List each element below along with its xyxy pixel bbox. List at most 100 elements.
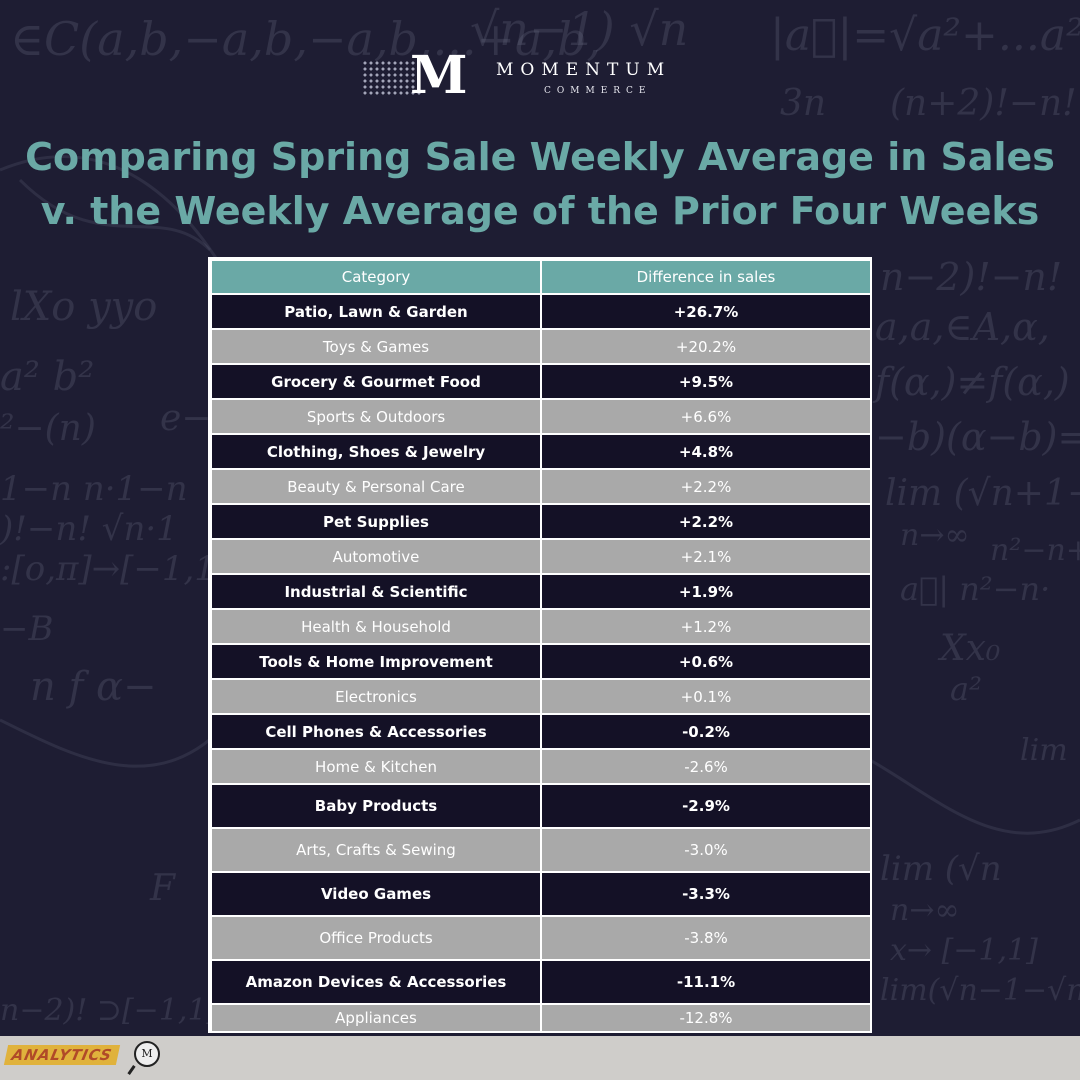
difference-cell: +2.1% [540,538,872,575]
footer-strip: ANALYTICS M [0,1036,1080,1080]
table-row: Industrial & Scientific +1.9% [210,573,872,610]
difference-cell: +1.9% [540,573,872,610]
category-cell: Grocery & Gourmet Food [210,363,542,400]
svg-text:lim (√n+1−: lim (√n+1− [885,473,1080,514]
svg-text:a²: a² [950,670,982,708]
category-cell: Sports & Outdoors [210,398,542,435]
difference-cell: -3.8% [540,915,872,961]
svg-text:e−: e− [160,398,211,439]
svg-text:²−(n): ²−(n) [0,408,96,449]
category-cell: Health & Household [210,608,542,645]
category-cell: Pet Supplies [210,503,542,540]
magnifier-handle [127,1065,136,1075]
difference-cell: -3.0% [540,827,872,873]
svg-text:|a⃗|=√a²+...a²: |a⃗|=√a²+...a² [770,10,1080,61]
svg-text:1−n n·1−n: 1−n n·1−n [0,469,188,509]
table-row: Toys & Games +20.2% [210,328,872,365]
table-row: Clothing, Shoes & Jewelry +4.8% [210,433,872,470]
svg-text::[o,π]→[−1,1]: :[o,π]→[−1,1] [0,549,230,589]
table-row: Video Games -3.3% [210,871,872,917]
sales-table-container: Category Difference in sales Patio, Lawn… [208,257,872,1033]
category-cell: Toys & Games [210,328,542,365]
table-row: Appliances -12.8% [210,1003,872,1033]
category-cell: Baby Products [210,783,542,829]
category-cell: Home & Kitchen [210,748,542,785]
analytics-badge: ANALYTICS [3,1045,121,1065]
svg-text:Xx₀: Xx₀ [937,628,1000,669]
category-cell: Video Games [210,871,542,917]
logo-dots-icon [362,60,422,96]
table-row: Patio, Lawn & Garden +26.7% [210,293,872,330]
svg-text:n²−n+: n²−n+ [990,533,1080,568]
svg-text:lXo yyo: lXo yyo [10,284,157,330]
difference-cell: -3.3% [540,871,872,917]
svg-text:(n+2)!−n!: (n+2)!−n! [890,83,1077,124]
logo-name: MOMENTUM [496,60,672,80]
svg-text:n−2)!−n!: n−2)!−n! [880,255,1062,299]
svg-text:−B: −B [0,609,53,649]
table-row: Beauty & Personal Care +2.2% [210,468,872,505]
svg-text:F: F [149,868,177,909]
table-row: Amazon Devices & Accessories -11.1% [210,959,872,1005]
svg-text:x→ [−1,1]: x→ [−1,1] [890,933,1038,968]
difference-cell: -11.1% [540,959,872,1005]
table-row: Office Products -3.8% [210,915,872,961]
svg-text:n f α−: n f α− [30,664,157,710]
difference-cell: -12.8% [540,1003,872,1033]
svg-text:−b)(α−b)=a²: −b)(α−b)=a² [875,415,1080,459]
svg-text:)!−n! √n·1: )!−n! √n·1 [0,509,178,549]
table-row: Baby Products -2.9% [210,783,872,829]
category-cell: Cell Phones & Accessories [210,713,542,750]
svg-text:n→∞: n→∞ [900,518,969,553]
svg-text:a² b²: a² b² [0,354,94,400]
table-row: Home & Kitchen -2.6% [210,748,872,785]
svg-text:n→∞: n→∞ [890,893,959,928]
category-cell: Beauty & Personal Care [210,468,542,505]
category-cell: Office Products [210,915,542,961]
svg-text:a,a,∈A,α,: a,a,∈A,α, [875,305,1050,349]
table-header-row: Category Difference in sales [210,259,872,295]
category-cell: Clothing, Shoes & Jewelry [210,433,542,470]
column-header-category: Category [210,259,542,295]
table-row: Pet Supplies +2.2% [210,503,872,540]
difference-cell: +1.2% [540,608,872,645]
difference-cell: -2.9% [540,783,872,829]
difference-cell: -2.6% [540,748,872,785]
sales-table: Category Difference in sales Patio, Lawn… [210,259,872,1033]
difference-cell: +6.6% [540,398,872,435]
category-cell: Automotive [210,538,542,575]
difference-cell: +0.6% [540,643,872,680]
column-header-difference: Difference in sales [540,259,872,295]
difference-cell: +9.5% [540,363,872,400]
svg-text:f(α,)≠f(α,): f(α,)≠f(α,) [872,360,1070,404]
table-row: Sports & Outdoors +6.6% [210,398,872,435]
difference-cell: +0.1% [540,678,872,715]
difference-cell: +26.7% [540,293,872,330]
svg-text:a⃗| n²−n·: a⃗| n²−n· [900,570,1050,608]
table-row: Cell Phones & Accessories -0.2% [210,713,872,750]
table-body: Patio, Lawn & Garden +26.7% Toys & Games +2… [210,293,872,1033]
difference-cell: -0.2% [540,713,872,750]
svg-text:√n−1) √n: √n−1) √n [470,2,688,56]
difference-cell: +2.2% [540,468,872,505]
category-cell: Industrial & Scientific [210,573,542,610]
svg-text:lim(√n−1−√n): lim(√n−1−√n) [880,973,1080,1008]
difference-cell: +2.2% [540,503,872,540]
magnifier-icon: M [134,1041,160,1067]
table-row: Automotive +2.1% [210,538,872,575]
svg-text:lim (√n: lim (√n [880,849,1002,889]
category-cell: Electronics [210,678,542,715]
momentum-logo: M MOMENTUM COMMERCE [360,46,720,108]
difference-cell: +4.8% [540,433,872,470]
category-cell: Appliances [210,1003,542,1033]
difference-cell: +20.2% [540,328,872,365]
table-row: Grocery & Gourmet Food +9.5% [210,363,872,400]
svg-text:∈C(a,b,−a,b,−a,b,...+a,b,: ∈C(a,b,−a,b,−a,b,...+a,b, [10,12,601,66]
table-row: Health & Household +1.2% [210,608,872,645]
svg-text:n−2)! ⊃[−1,1]: n−2)! ⊃[−1,1] [0,993,219,1028]
svg-text:3n: 3n [780,83,826,124]
category-cell: Arts, Crafts & Sewing [210,827,542,873]
table-row: Electronics +0.1% [210,678,872,715]
table-row: Tools & Home Improvement +0.6% [210,643,872,680]
category-cell: Amazon Devices & Accessories [210,959,542,1005]
